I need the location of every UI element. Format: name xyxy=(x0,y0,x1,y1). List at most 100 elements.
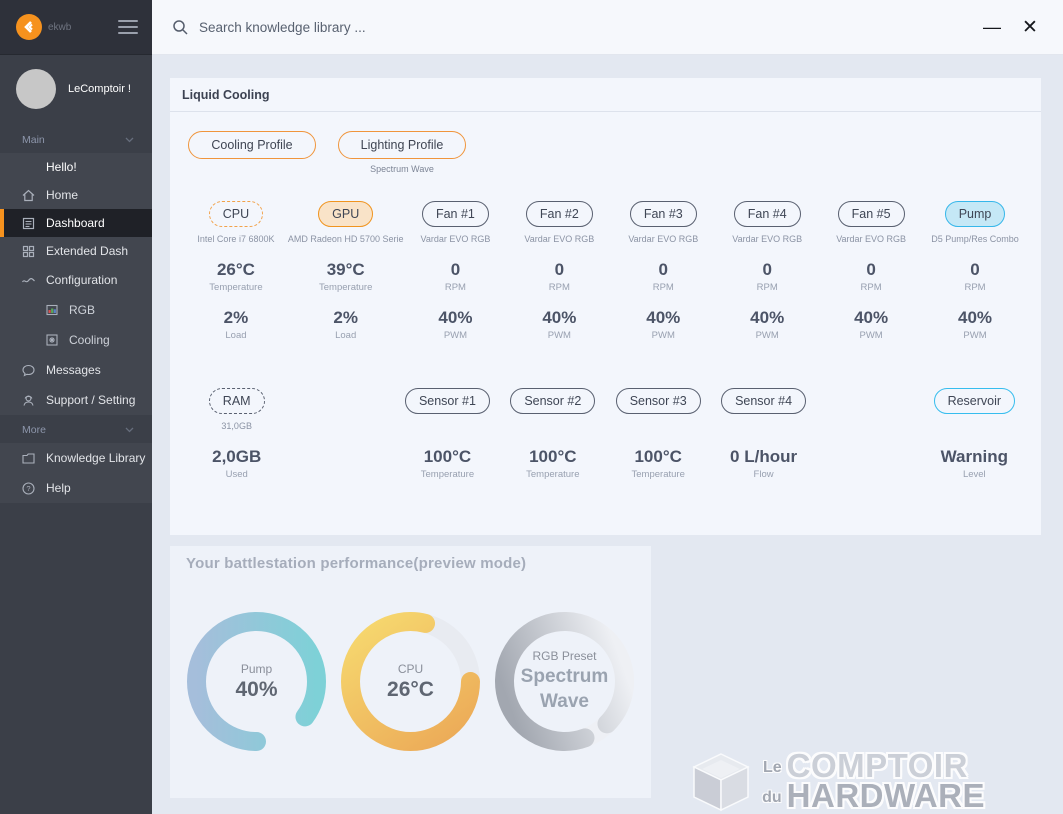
help-icon: ? xyxy=(21,481,36,496)
sidebar-item-support[interactable]: Support / Setting xyxy=(0,385,152,415)
search-icon xyxy=(172,19,189,36)
sidebar-item-label: Home xyxy=(46,188,79,202)
cooling-profile-button[interactable]: Cooling Profile xyxy=(188,131,316,159)
fan2-pill[interactable]: Fan #2 xyxy=(525,201,593,227)
device-stat-label: RPM xyxy=(964,282,986,293)
sensor-subtitle xyxy=(606,421,711,432)
gpu-pill[interactable]: GPU xyxy=(318,201,374,227)
section-more[interactable]: More xyxy=(0,415,152,443)
sidebar-item-label: Messages xyxy=(46,363,101,377)
device-card-gpu: GPU AMD Radeon HD 5700 Serie 39°C Temper… xyxy=(288,201,403,341)
device-card-pump: Pump D5 Pump/Res Combo 0 RPM 40% PWM xyxy=(923,201,1027,341)
reservoir-pill[interactable]: Reservoir xyxy=(933,388,1016,414)
section-more-label: More xyxy=(22,424,46,436)
gauges-row: Pump 40% CPU xyxy=(186,611,637,752)
ram-pill[interactable]: RAM xyxy=(208,388,265,414)
sensor4-pill[interactable]: Sensor #4 xyxy=(721,388,807,414)
device-stat-value: 40% xyxy=(854,308,889,327)
device-stat-label: PWM xyxy=(547,330,571,341)
gauge-label: Pump xyxy=(240,661,273,676)
device-stat-value: 0 xyxy=(554,260,565,279)
panel-header: Liquid Cooling xyxy=(170,78,1041,112)
section-main[interactable]: Main xyxy=(0,125,152,153)
dashboard-icon xyxy=(21,216,36,231)
device-subtitle: D5 Pump/Res Combo xyxy=(931,234,1019,244)
rgb-preset-gauge: RGB Preset Spectrum Wave xyxy=(494,611,635,752)
sensor1-pill[interactable]: Sensor #1 xyxy=(404,388,490,414)
sidebar-item-messages[interactable]: Messages xyxy=(0,355,152,385)
sensor-subtitle xyxy=(500,421,605,432)
sidebar-item-hello[interactable]: Hello! xyxy=(0,153,152,181)
sensor2-pill[interactable]: Sensor #2 xyxy=(510,388,596,414)
sensor-card-3: Sensor #3 100°C Temperature xyxy=(606,388,711,480)
search-input[interactable] xyxy=(199,19,719,35)
sidebar-item-configuration[interactable]: Configuration xyxy=(0,265,152,295)
sidebar-item-dashboard[interactable]: Dashboard xyxy=(0,209,152,237)
sidebar-header: ekwb xyxy=(0,0,152,55)
sidebar-item-home[interactable]: Home xyxy=(0,181,152,209)
chevron-down-icon xyxy=(125,137,134,143)
sidebar-item-rgb[interactable]: RGB xyxy=(0,295,152,325)
sensor-stat-label: Temperature xyxy=(631,469,685,480)
device-stat-label: PWM xyxy=(651,330,675,341)
gauge-value: 26°C xyxy=(387,677,434,701)
sensor-stat-label: Used xyxy=(225,469,248,480)
device-stat-label: PWM xyxy=(963,330,987,341)
device-stat-label: RPM xyxy=(652,282,674,293)
watermark-comptoir: COMPTOIR xyxy=(786,746,968,784)
device-stat-label: Load xyxy=(225,330,247,341)
sensor-stat-value: 100°C xyxy=(529,447,577,466)
close-button[interactable]: ✕ xyxy=(1022,16,1038,38)
fan1-pill[interactable]: Fan #1 xyxy=(421,201,489,227)
device-stat-value: 0 xyxy=(658,260,668,279)
device-subtitle: Vardar EVO RGB xyxy=(732,234,803,244)
device-stat-value: 26°C xyxy=(216,260,255,279)
lighting-profile-caption: Spectrum Wave xyxy=(370,164,434,174)
device-stat-value: 2% xyxy=(223,308,249,327)
device-card-fan2: Fan #2 Vardar EVO RGB 0 RPM 40% PWM xyxy=(507,201,611,341)
gauge-label: RGB Preset xyxy=(532,648,597,663)
device-card-fan4: Fan #4 Vardar EVO RGB 0 RPM 40% PWM xyxy=(715,201,819,341)
minimize-button[interactable]: — xyxy=(983,16,1001,37)
sensor-subtitle: 31,0GB xyxy=(221,421,252,431)
hamburger-menu-icon[interactable] xyxy=(118,20,138,34)
lighting-profile-button[interactable]: Lighting Profile xyxy=(338,131,466,159)
sensor-stat-label: Temperature xyxy=(526,469,580,480)
device-stat-label: RPM xyxy=(548,282,570,293)
gauge-label: CPU xyxy=(397,661,424,676)
device-stat-label: PWM xyxy=(859,330,883,341)
sidebar-item-cooling[interactable]: Cooling xyxy=(0,325,152,355)
device-stat-value: 40% xyxy=(542,308,577,327)
sidebar-item-help[interactable]: ? Help xyxy=(0,473,152,503)
sidebar-item-label: Cooling xyxy=(69,333,110,347)
devices-row: CPU Intel Core i7 6800K 26°C Temperature… xyxy=(170,201,1041,341)
device-stat-label: Temperature xyxy=(319,282,373,293)
ekwb-logo-icon[interactable] xyxy=(16,14,42,40)
fan3-pill[interactable]: Fan #3 xyxy=(629,201,697,227)
fan5-pill[interactable]: Fan #5 xyxy=(837,201,905,227)
nav-group-more: Knowledge Library ? Help xyxy=(0,443,152,503)
device-card-fan5: Fan #5 Vardar EVO RGB 0 RPM 40% PWM xyxy=(819,201,923,341)
device-stat-label: RPM xyxy=(444,282,466,293)
sidebar: ekwb LeComptoir ! Main Hello! Home xyxy=(0,0,152,814)
pump-pill[interactable]: Pump xyxy=(944,201,1006,227)
sidebar-item-knowledge-library[interactable]: Knowledge Library xyxy=(0,443,152,473)
sidebar-nav: Main Hello! Home Dashboard Extended Dash xyxy=(0,125,152,814)
watermark-le: Le xyxy=(763,759,782,776)
watermark-du: du xyxy=(762,789,782,807)
sensor-stat-value: 100°C xyxy=(634,447,682,466)
user-profile[interactable]: LeComptoir ! xyxy=(0,55,152,125)
device-stat-value: 39°C xyxy=(326,260,365,279)
sensor3-pill[interactable]: Sensor #3 xyxy=(615,388,701,414)
device-stat-value: 40% xyxy=(958,308,993,327)
device-stat-value: 40% xyxy=(750,308,785,327)
fan4-pill[interactable]: Fan #4 xyxy=(733,201,801,227)
cpu-pill[interactable]: CPU xyxy=(208,201,264,227)
sensor-card-ram: RAM 31,0GB 2,0GB Used xyxy=(184,388,289,480)
cube-icon xyxy=(692,753,750,812)
section-main-label: Main xyxy=(22,134,45,146)
sidebar-item-extended-dash[interactable]: Extended Dash xyxy=(0,237,152,265)
sensor-stat-label: Level xyxy=(962,469,986,480)
cpu-gauge: CPU 26°C xyxy=(340,611,481,752)
